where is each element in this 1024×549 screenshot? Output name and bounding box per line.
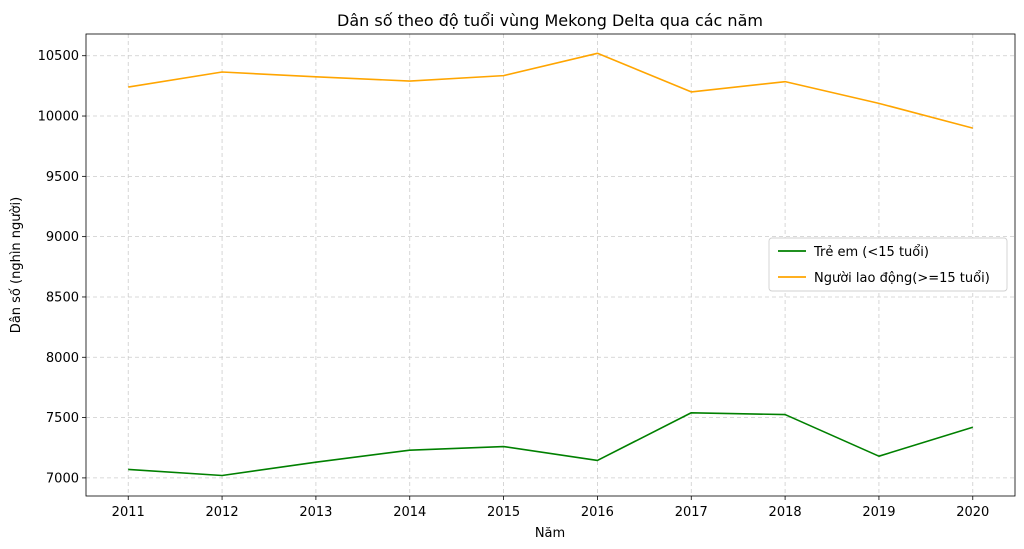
chart-title: Dân số theo độ tuổi vùng Mekong Delta qu…	[337, 11, 763, 30]
x-tick-label: 2014	[393, 505, 426, 520]
x-tick-label: 2018	[769, 505, 802, 520]
y-tick-label: 8500	[46, 290, 79, 305]
legend-box	[768, 237, 1008, 292]
y-tick-label: 7500	[46, 411, 79, 426]
x-tick-label: 2015	[487, 505, 520, 520]
x-tick-label: 2012	[206, 505, 239, 520]
x-axis: 2011 2012 2013 2014 2015 2016 2017 2018 2019 2020	[112, 496, 989, 520]
series-layer	[128, 52, 974, 477]
plot-frame	[85, 33, 1016, 497]
y-tick-label: 10000	[38, 110, 79, 125]
y-axis-title: Dân số (nghìn người)	[9, 197, 24, 333]
x-tick-label: 2019	[862, 505, 895, 520]
y-axis: 7000 7500 8000 8500 9000 9500 10000 10500	[38, 49, 86, 486]
series-line-workers	[128, 52, 973, 129]
series-line-children	[128, 411, 974, 477]
x-axis-title: Năm	[535, 526, 565, 541]
y-tick-label: 9000	[46, 230, 79, 245]
legend-label-workers: Người lao động(>=15 tuổi)	[814, 271, 990, 286]
y-tick-label: 9500	[46, 170, 79, 185]
y-tick-label: 8000	[46, 351, 79, 366]
x-tick-label: 2013	[299, 505, 332, 520]
y-tick-label: 7000	[46, 471, 79, 486]
legend-label-children: Trẻ em (<15 tuổi)	[813, 245, 929, 260]
x-tick-label: 2016	[581, 505, 614, 520]
x-tick-label: 2020	[956, 505, 989, 520]
y-tick-label: 10500	[38, 49, 79, 64]
x-tick-label: 2011	[112, 505, 145, 520]
grid-lines	[86, 34, 1015, 496]
legend: Trẻ em (<15 tuổi) Người lao động(>=15 tu…	[768, 237, 1008, 292]
x-tick-label: 2017	[675, 505, 708, 520]
